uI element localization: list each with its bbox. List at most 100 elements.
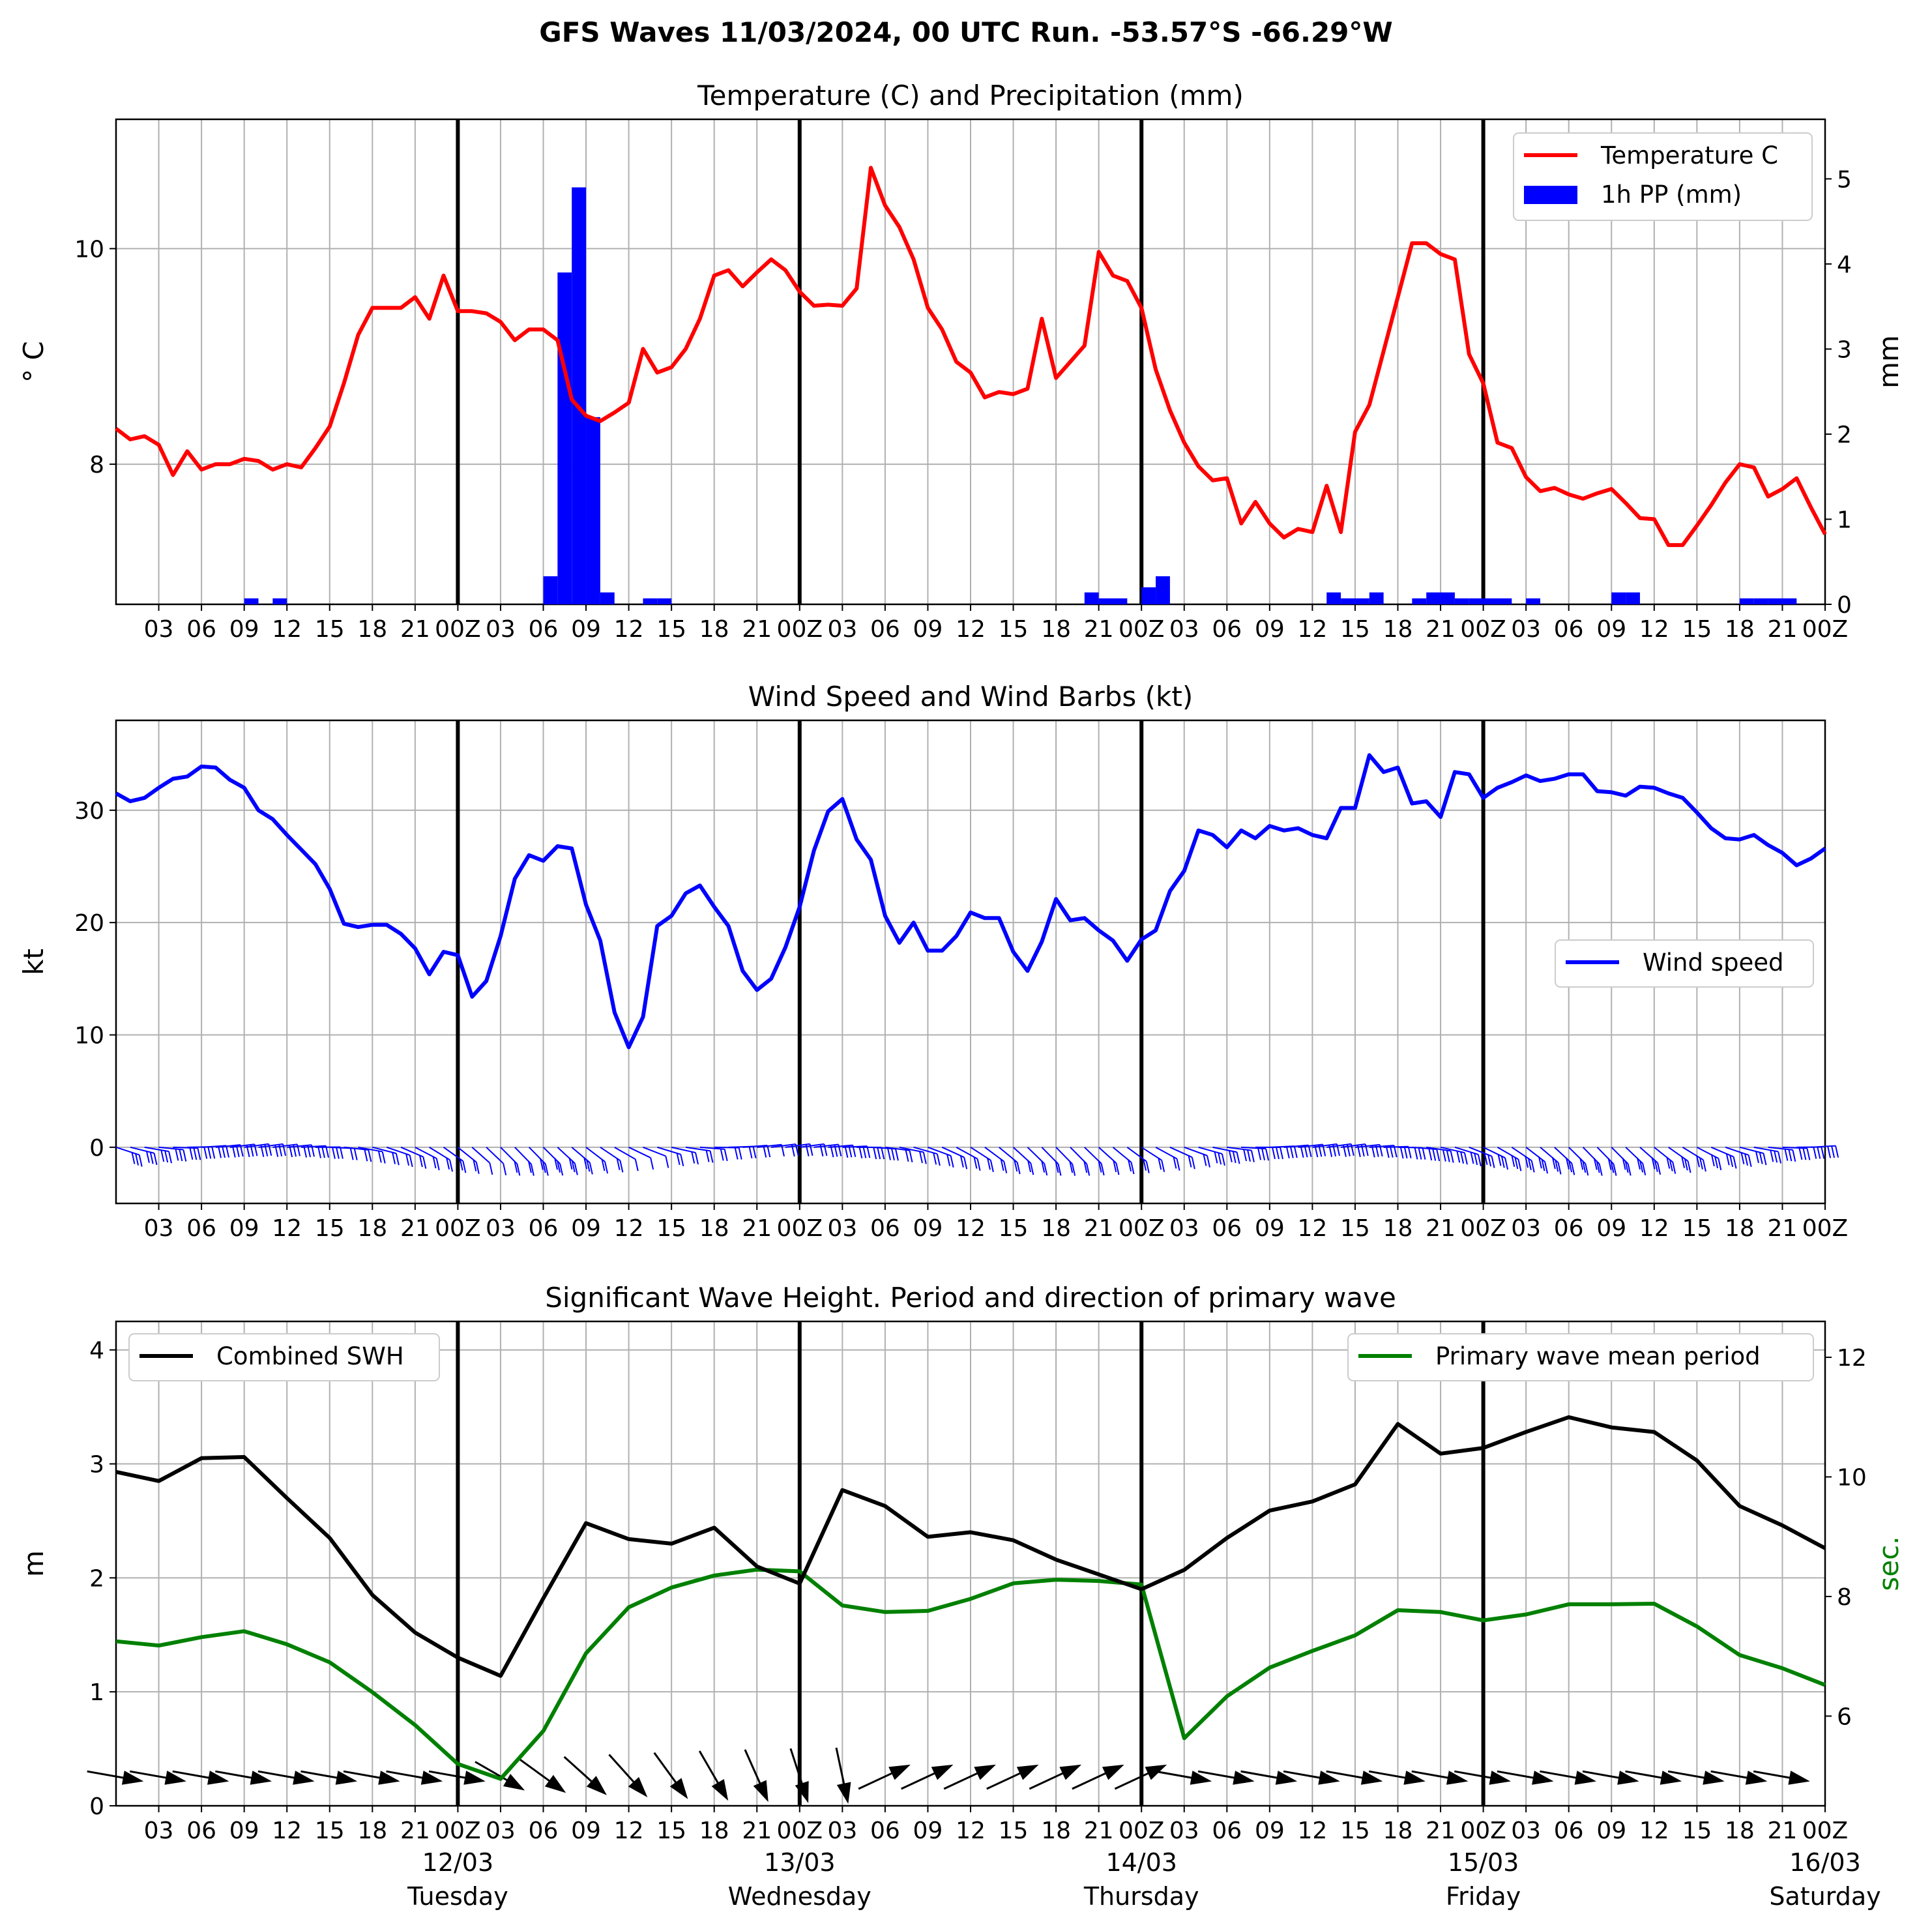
wind-barb-feather	[1478, 1155, 1481, 1166]
day-date-label: 14/03	[1105, 1848, 1177, 1877]
wind-barb-feather	[1703, 1160, 1706, 1171]
x-tick-label: 06	[1554, 616, 1584, 643]
x-tick-label: 09	[1596, 1818, 1626, 1844]
x-tick-label: 15	[656, 1215, 686, 1242]
x-tick-label: 15	[999, 1818, 1029, 1844]
x-tick-label: 06	[529, 616, 559, 643]
wind-barb-feather	[1832, 1146, 1834, 1158]
wind-barb	[1640, 1147, 1660, 1175]
wind-barb	[1085, 1147, 1104, 1175]
wind-barb-feather	[1244, 1149, 1246, 1161]
x-tick-label: 06	[1212, 1818, 1242, 1844]
x-tick-label: 03	[1169, 1215, 1199, 1242]
x-tick-label: 00Z	[1460, 1215, 1506, 1242]
wind-barb-feather	[951, 1156, 954, 1168]
wind-barb-feather	[1287, 1147, 1289, 1158]
precip-bar	[572, 187, 586, 604]
wind-barb-feather	[364, 1149, 367, 1161]
x-tick-label: 18	[357, 1215, 387, 1242]
x-tick-label: 06	[186, 616, 216, 643]
x-tick-label: 15	[656, 616, 686, 643]
x-tick-label: 03	[827, 1215, 857, 1242]
wind-barb-feather	[1162, 1160, 1164, 1172]
wind-barb-feather	[132, 1152, 134, 1164]
wind-barb-feather	[1628, 1164, 1631, 1175]
wind-barb-feather	[888, 1148, 890, 1160]
precip-bar	[1484, 598, 1498, 604]
wind-barb-feather	[218, 1146, 221, 1158]
wind-barb-feather	[194, 1148, 196, 1160]
wind-barb-feather	[750, 1147, 752, 1158]
x-tick-label: 09	[913, 1215, 943, 1242]
y2-tick-label: 0	[1837, 592, 1852, 619]
y2-tick-label: 4	[1837, 252, 1852, 278]
wind-barb-feather	[332, 1147, 335, 1159]
y-tick-label: 0	[89, 1793, 104, 1820]
x-tick-label: 21	[742, 1215, 772, 1242]
x-tick-label: 18	[1383, 1818, 1413, 1844]
x-tick-label: 15	[1682, 1215, 1712, 1242]
wind-barb-feather	[336, 1147, 339, 1159]
x-tick-label: 12	[1297, 1818, 1327, 1844]
x-tick-label: 06	[529, 1818, 559, 1844]
precip-bar	[1768, 598, 1783, 604]
wind-barb-feather	[204, 1147, 207, 1158]
wind-barb-feather	[620, 1160, 622, 1172]
legend-period: Primary wave mean period	[1348, 1334, 1813, 1381]
arrow-head	[1145, 1758, 1170, 1780]
wind-barb-feather	[978, 1159, 980, 1171]
y-tick-label: 0	[89, 1135, 104, 1162]
wind-barb-feather	[725, 1149, 727, 1161]
wind-barb-feather	[1734, 1156, 1736, 1168]
x-tick-label: 15	[1340, 1215, 1370, 1242]
arrow-head	[1059, 1758, 1084, 1780]
wind-barb-feather	[1401, 1147, 1403, 1158]
wind-barb	[1583, 1147, 1602, 1176]
x-tick-label: 21	[400, 616, 430, 643]
x-tick-label: 12	[614, 1215, 644, 1242]
x-tick-label: 12	[272, 1215, 302, 1242]
wind-barb-feather	[1266, 1149, 1268, 1160]
x-tick-label: 00Z	[1460, 616, 1506, 643]
x-tick-label: 09	[571, 1818, 601, 1844]
wind-barb-feather	[920, 1151, 922, 1163]
wind-barb-feather	[437, 1158, 439, 1170]
wind-barb-feather	[147, 1151, 149, 1163]
wind-barb-feather	[896, 1149, 898, 1160]
wind-barb-feather	[991, 1160, 993, 1172]
wind-barb-feather	[1451, 1151, 1454, 1163]
wind-barb-feather	[1688, 1161, 1691, 1173]
x-tick-label: 18	[1725, 1818, 1755, 1844]
wind-barb-feather	[1745, 1154, 1748, 1166]
wind-barb-feather	[1778, 1151, 1781, 1163]
wind-barb-feather	[1405, 1147, 1407, 1158]
wind-barb-feather	[1248, 1150, 1250, 1162]
y2-axis-label: mm	[1873, 335, 1905, 389]
wind-barb-feather	[1614, 1164, 1617, 1176]
wind-barb-feather	[1600, 1164, 1602, 1175]
wind-barb-feather	[190, 1148, 192, 1160]
wind-barb-feather	[340, 1147, 343, 1158]
wind-barb-feather	[1229, 1151, 1232, 1162]
legend-label-swh: Combined SWH	[216, 1342, 404, 1370]
wind-barb-feather	[877, 1147, 880, 1159]
day-weekday-label: Thursday	[1083, 1882, 1199, 1911]
x-tick-label: 12	[614, 616, 644, 643]
wind-barb-feather	[859, 1147, 862, 1158]
wind-barb-feather	[710, 1151, 712, 1162]
wind-barb-feather	[546, 1164, 548, 1175]
wind-barb-feather	[1177, 1159, 1180, 1171]
legend: Wind speed	[1555, 940, 1813, 987]
wind-barb-feather	[933, 1153, 936, 1164]
x-tick-label: 03	[486, 1215, 516, 1242]
wind-barb-feather	[937, 1154, 940, 1166]
wind-barb-feather	[910, 1151, 913, 1162]
y2-tick-label: 2	[1837, 422, 1852, 449]
wind-barb-feather	[1492, 1156, 1495, 1168]
wind-barb-feather	[707, 1150, 709, 1162]
wind-barb-feather	[1505, 1158, 1508, 1170]
legend-swatch-precip	[1524, 186, 1577, 204]
wind-barb-feather	[450, 1160, 452, 1171]
x-tick-label: 03	[1511, 616, 1541, 643]
day-date-label: 15/03	[1448, 1848, 1519, 1877]
